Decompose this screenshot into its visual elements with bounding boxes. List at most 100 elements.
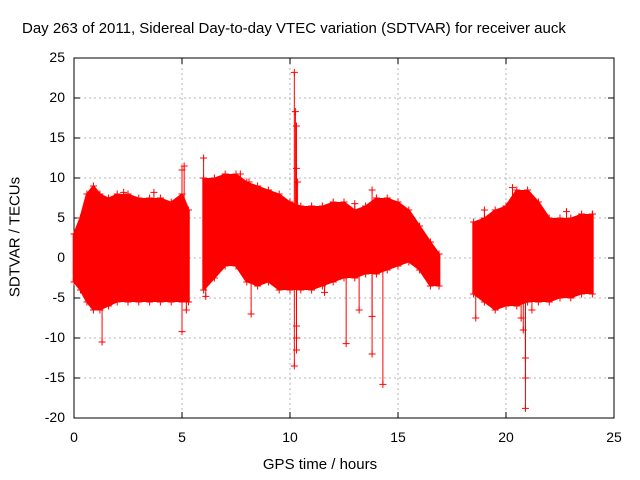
data-point bbox=[435, 282, 443, 290]
chart-title: Day 263 of 2011, Sidereal Day-to-day VTE… bbox=[22, 20, 566, 37]
data-point bbox=[394, 198, 402, 206]
data-point bbox=[70, 230, 78, 238]
data-point bbox=[372, 270, 380, 278]
data-point bbox=[416, 222, 424, 230]
data-point bbox=[435, 250, 443, 258]
data-point bbox=[567, 294, 575, 302]
data-point bbox=[113, 190, 121, 198]
data-point bbox=[588, 290, 596, 298]
data-point bbox=[124, 298, 132, 306]
data-point bbox=[254, 282, 262, 290]
data-point bbox=[491, 206, 499, 214]
data-point bbox=[318, 202, 326, 210]
outlier-point bbox=[291, 108, 299, 116]
data-point bbox=[210, 174, 218, 182]
data-point bbox=[243, 278, 251, 286]
data-point bbox=[524, 186, 532, 194]
data-point bbox=[275, 286, 283, 294]
axis-ticks bbox=[73, 57, 615, 419]
data-point bbox=[135, 194, 143, 202]
data-point bbox=[556, 214, 564, 222]
outlier-point bbox=[245, 178, 253, 186]
outlier-point bbox=[178, 328, 186, 336]
data-point bbox=[578, 210, 586, 218]
series-sdtvar bbox=[70, 68, 596, 412]
x-tick-label: 0 bbox=[70, 429, 78, 445]
outlier-point bbox=[180, 162, 188, 170]
data-point bbox=[426, 282, 434, 290]
data-point bbox=[89, 182, 97, 190]
data-point bbox=[362, 270, 370, 278]
outlier-point bbox=[355, 306, 363, 314]
data-point bbox=[70, 278, 78, 286]
y-tick-label: 20 bbox=[49, 89, 65, 105]
data-point bbox=[405, 206, 413, 214]
data-point bbox=[156, 194, 164, 202]
data-point bbox=[470, 290, 478, 298]
x-axis-label: GPS time / hours bbox=[262, 456, 378, 473]
data-point bbox=[513, 302, 521, 310]
data-point bbox=[184, 206, 192, 214]
data-point bbox=[416, 266, 424, 274]
outlier-point bbox=[247, 310, 255, 318]
data-point bbox=[83, 298, 91, 306]
outlier-point bbox=[290, 68, 298, 76]
data-point bbox=[545, 298, 553, 306]
outlier-point bbox=[521, 404, 529, 412]
data-point bbox=[76, 214, 84, 222]
y-tick-label: 10 bbox=[49, 169, 65, 185]
outlier-point bbox=[508, 184, 516, 192]
outlier-point bbox=[292, 164, 300, 172]
data-point bbox=[556, 294, 564, 302]
x-tick-label: 5 bbox=[178, 429, 186, 445]
outlier-point bbox=[292, 122, 300, 130]
data-point bbox=[105, 194, 113, 202]
data-point bbox=[146, 298, 154, 306]
data-point bbox=[394, 262, 402, 270]
outlier-point bbox=[321, 288, 329, 296]
data-point bbox=[502, 202, 510, 210]
outlier-point bbox=[472, 314, 480, 322]
data-point bbox=[480, 298, 488, 306]
data-point bbox=[275, 190, 283, 198]
outlier-point bbox=[368, 350, 376, 358]
data-point bbox=[567, 214, 575, 222]
data-point bbox=[297, 286, 305, 294]
data-point bbox=[362, 202, 370, 210]
x-tick-label: 15 bbox=[390, 429, 406, 445]
data-point bbox=[113, 298, 121, 306]
data-point bbox=[156, 298, 164, 306]
data-point bbox=[308, 202, 316, 210]
data-point bbox=[578, 290, 586, 298]
data-point bbox=[210, 274, 218, 282]
data-point bbox=[167, 198, 175, 206]
data-point bbox=[286, 286, 294, 294]
outlier-point bbox=[200, 154, 208, 162]
outlier-point bbox=[528, 306, 536, 314]
data-point bbox=[124, 190, 132, 198]
data-point bbox=[167, 298, 175, 306]
data-point bbox=[372, 194, 380, 202]
outlier-point bbox=[120, 188, 128, 196]
y-axis-label: SDTVAR / TECUs bbox=[6, 176, 24, 298]
outlier-point bbox=[379, 380, 387, 388]
y-tick-label: -5 bbox=[52, 289, 65, 305]
y-tick-label: -20 bbox=[44, 409, 65, 425]
data-point bbox=[89, 306, 97, 314]
data-point bbox=[297, 202, 305, 210]
outlier-point bbox=[236, 170, 244, 178]
data-point bbox=[232, 262, 240, 270]
data-point bbox=[221, 262, 229, 270]
data-point bbox=[383, 194, 391, 202]
data-point bbox=[221, 170, 229, 178]
outlier-point bbox=[182, 306, 190, 314]
data-point bbox=[426, 238, 434, 246]
data-point bbox=[545, 214, 553, 222]
data-point bbox=[135, 298, 143, 306]
y-tick-label: 0 bbox=[57, 249, 65, 265]
y-tick-label: 15 bbox=[49, 129, 65, 145]
data-point bbox=[470, 218, 478, 226]
data-point bbox=[491, 306, 499, 314]
outlier-point bbox=[150, 188, 158, 196]
